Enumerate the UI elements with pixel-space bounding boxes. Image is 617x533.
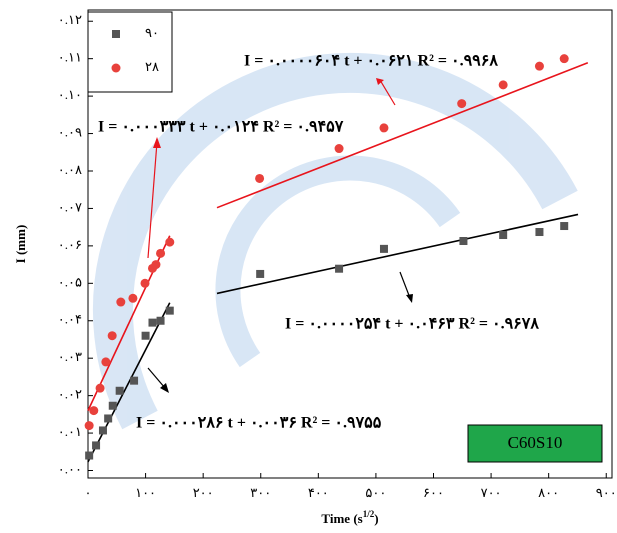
point bbox=[560, 222, 568, 230]
legend-label: ۹۰ bbox=[145, 25, 159, 40]
x-label-sup: 1/2 bbox=[363, 509, 375, 519]
y-tick-label: ۰.۱۲ bbox=[58, 12, 82, 27]
point bbox=[166, 307, 174, 315]
point bbox=[157, 317, 165, 325]
point bbox=[379, 123, 388, 132]
point bbox=[457, 99, 466, 108]
point bbox=[380, 245, 388, 253]
x-tick-label: ۶۰۰ bbox=[423, 485, 444, 500]
point bbox=[101, 357, 110, 366]
legend-marker bbox=[112, 64, 121, 73]
arrow bbox=[400, 272, 410, 298]
y-tick-label: ۰.۰۲ bbox=[58, 387, 82, 402]
y-tick-label: ۰.۰۳ bbox=[58, 349, 82, 364]
y-tick-label: ۰.۰۴ bbox=[58, 312, 82, 327]
legend-label: ۲۸ bbox=[145, 59, 159, 74]
fit-line bbox=[217, 214, 578, 293]
x-tick-label: ۵۰۰ bbox=[365, 485, 386, 500]
arrow bbox=[148, 368, 165, 388]
point bbox=[130, 377, 138, 385]
y-axis-label: I (mm) bbox=[13, 225, 28, 264]
y-tick-label: ۰.۰۶ bbox=[58, 237, 82, 252]
point bbox=[104, 414, 112, 422]
point bbox=[89, 406, 98, 415]
point bbox=[156, 249, 165, 258]
point bbox=[256, 270, 264, 278]
point bbox=[85, 452, 93, 460]
x-tick-label: ۴۰۰ bbox=[308, 485, 329, 500]
point bbox=[535, 62, 544, 71]
x-tick-label: ۷۰۰ bbox=[481, 485, 502, 500]
x-tick-label: ۸۰۰ bbox=[538, 485, 559, 500]
point bbox=[116, 387, 124, 395]
fit-equation: I = ۰.۰۰۰۳۳۳ t + ۰.۰۱۲۴ R² = ۰.۹۴۵۷ bbox=[98, 119, 344, 136]
x-label-part: ) bbox=[374, 511, 378, 526]
x-tick-label: ۰ bbox=[85, 485, 92, 500]
point bbox=[96, 384, 105, 393]
x-label-part: Time (s bbox=[321, 511, 362, 526]
y-tick-label: ۰.۰۱ bbox=[58, 424, 82, 439]
point bbox=[499, 80, 508, 89]
point bbox=[165, 238, 174, 247]
fit-equation: I = ۰.۰۰۰۰۲۵۴ t + ۰.۰۴۶۳ R² = ۰.۹۶۷۸ bbox=[285, 316, 539, 333]
point bbox=[128, 294, 137, 303]
point bbox=[85, 421, 94, 430]
point bbox=[108, 331, 117, 340]
point bbox=[142, 332, 150, 340]
point bbox=[335, 144, 344, 153]
point bbox=[335, 265, 343, 273]
y-tick-label: ۰.۰۰ bbox=[58, 461, 82, 476]
point bbox=[99, 426, 107, 434]
point bbox=[499, 231, 507, 239]
label-box-text: C60S10 bbox=[508, 433, 563, 452]
legend-box bbox=[88, 12, 172, 92]
point bbox=[109, 402, 117, 410]
y-tick-label: ۰.۰۸ bbox=[58, 162, 82, 177]
y-tick-label: ۰.۱۰ bbox=[58, 87, 82, 102]
y-tick-label: ۰.۱۱ bbox=[58, 50, 82, 65]
x-axis-label: Time (s1/2) bbox=[321, 509, 378, 526]
y-tick-label: ۰.۰۵ bbox=[58, 274, 82, 289]
point bbox=[148, 319, 156, 327]
y-tick-label: ۰.۰۹ bbox=[58, 125, 82, 140]
arrow-head bbox=[406, 294, 413, 303]
chart: I (mm) Time (s1/2) I = ۰.۰۰۰۰۶۰۴ t + ۰.۰… bbox=[0, 0, 617, 528]
point bbox=[560, 54, 569, 63]
legend-marker bbox=[112, 30, 120, 38]
x-tick-label: ۱۰۰ bbox=[135, 485, 156, 500]
point bbox=[459, 237, 467, 245]
point bbox=[92, 441, 100, 449]
fit-equation: I = ۰.۰۰۰۲۸۶ t + ۰.۰۰۳۶ R² = ۰.۹۷۵۵ bbox=[136, 415, 382, 432]
point bbox=[255, 174, 264, 183]
x-tick-label: ۳۰۰ bbox=[250, 485, 271, 500]
y-tick-label: ۰.۰۷ bbox=[58, 199, 82, 214]
point bbox=[141, 279, 150, 288]
point bbox=[116, 298, 125, 307]
x-tick-label: ۹۰۰ bbox=[596, 485, 617, 500]
point bbox=[151, 260, 160, 269]
x-tick-label: ۲۰۰ bbox=[193, 485, 214, 500]
point bbox=[535, 228, 543, 236]
fit-equation: I = ۰.۰۰۰۰۶۰۴ t + ۰.۰۶۲۱ R² = ۰.۹۹۶۸ bbox=[244, 53, 498, 70]
